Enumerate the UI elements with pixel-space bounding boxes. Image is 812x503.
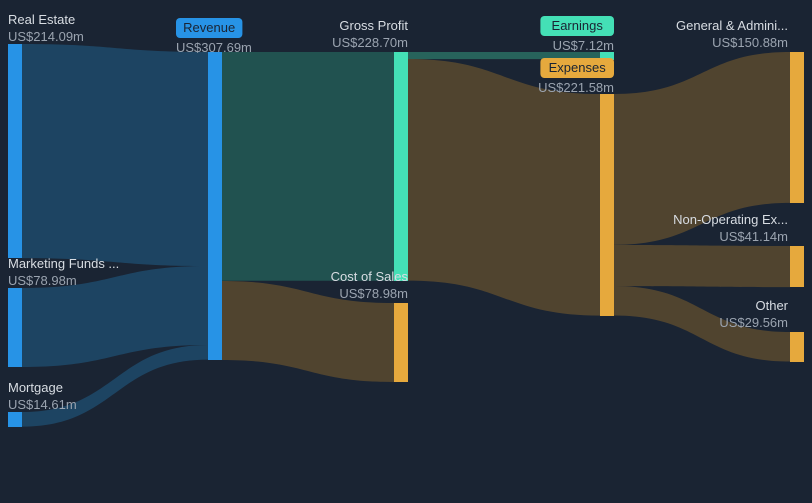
label-earnings: Earnings <box>552 18 604 33</box>
node-general_admin <box>790 52 804 203</box>
value-cost_of_sales: US$78.98m <box>339 286 408 301</box>
value-marketing_funds: US$78.98m <box>8 273 77 288</box>
node-real_estate <box>8 44 22 258</box>
link-gross_profit-to-expenses <box>408 59 600 316</box>
value-gross_profit: US$228.70m <box>332 35 408 50</box>
label-expenses: Expenses <box>549 60 607 75</box>
value-expenses: US$221.58m <box>538 80 614 95</box>
value-real_estate: US$214.09m <box>8 29 84 44</box>
label-mortgage: Mortgage <box>8 380 63 395</box>
node-gross_profit <box>394 52 408 281</box>
value-general_admin: US$150.88m <box>712 35 788 50</box>
label-real_estate: Real Estate <box>8 12 75 27</box>
link-real_estate-to-revenue <box>22 44 208 266</box>
node-marketing_funds <box>8 288 22 367</box>
node-cost_of_sales <box>394 303 408 382</box>
value-other: US$29.56m <box>719 315 788 330</box>
link-expenses-to-non_operating <box>614 245 790 287</box>
label-gross_profit: Gross Profit <box>339 18 408 33</box>
node-expenses <box>600 94 614 316</box>
node-non_operating <box>790 246 804 287</box>
value-mortgage: US$14.61m <box>8 397 77 412</box>
label-marketing_funds: Marketing Funds ... <box>8 256 119 271</box>
value-non_operating: US$41.14m <box>719 229 788 244</box>
label-general_admin: General & Admini... <box>676 18 788 33</box>
node-mortgage <box>8 412 22 427</box>
node-other <box>790 332 804 362</box>
label-other: Other <box>755 298 788 313</box>
label-cost_of_sales: Cost of Sales <box>331 269 409 284</box>
label-revenue: Revenue <box>183 20 235 35</box>
sankey-chart: Real Estate US$214.09m Marketing Funds ...… <box>0 0 812 503</box>
value-revenue: US$307.69m <box>176 40 252 55</box>
label-non_operating: Non-Operating Ex... <box>673 212 788 227</box>
value-earnings: US$7.12m <box>553 38 614 53</box>
node-revenue <box>208 52 222 360</box>
link-revenue-to-gross_profit <box>222 52 394 281</box>
